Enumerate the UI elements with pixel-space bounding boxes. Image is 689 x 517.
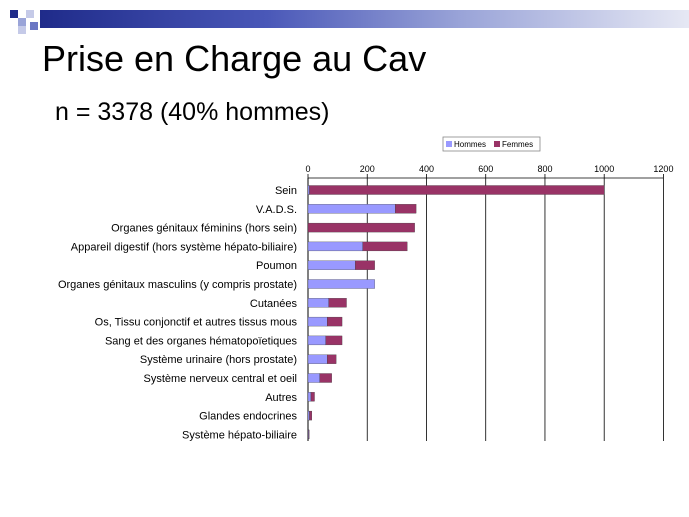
bar-hommes <box>307 354 328 364</box>
category-label: Système urinaire (hors prostate) <box>140 354 297 366</box>
category-label: Système hépato-biliaire <box>182 429 297 441</box>
x-tick-label: 800 <box>537 164 552 174</box>
x-tick-label: 1000 <box>594 164 614 174</box>
legend-box <box>442 136 541 152</box>
category-label: Os, Tissu conjonctif et autres tissus mo… <box>95 317 298 329</box>
category-label: Appareil digestif (hors système hépato-b… <box>71 241 297 253</box>
category-label: Cutanées <box>250 298 298 310</box>
bar-hommes <box>307 316 328 327</box>
bar-femmes <box>362 241 408 252</box>
bar-hommes <box>307 204 396 214</box>
category-label: Organes génitaux féminins (hors sein) <box>111 223 297 235</box>
bar-hommes <box>307 260 356 270</box>
decor-square <box>30 22 38 30</box>
x-tick-label: 0 <box>305 164 310 174</box>
category-label: V.A.D.S. <box>256 204 297 216</box>
decor-square <box>18 18 26 26</box>
bar-hommes <box>307 279 375 289</box>
decor-square <box>26 10 34 18</box>
bar-femmes <box>308 429 310 440</box>
bar-femmes <box>395 204 417 214</box>
slide-title: Prise en Charge au Cav <box>42 38 427 79</box>
x-tick-label: 1200 <box>653 164 673 174</box>
category-label: Organes génitaux masculins (y compris pr… <box>58 279 297 291</box>
x-tick-label: 200 <box>360 164 375 174</box>
bar-hommes <box>307 410 310 421</box>
bar-femmes <box>325 335 343 346</box>
bar-hommes <box>307 298 329 308</box>
legend-swatch <box>446 141 452 147</box>
category-label: Sein <box>275 185 297 197</box>
bar-hommes <box>307 373 320 383</box>
legend-swatch <box>494 141 500 147</box>
bar-femmes <box>328 298 347 308</box>
x-tick-label: 600 <box>478 164 493 174</box>
category-label: Système nerveux central et oeil <box>144 373 297 385</box>
legend-label: Femmes <box>502 140 533 149</box>
decor-square <box>18 26 26 34</box>
bar-femmes <box>319 373 332 383</box>
category-label: Poumon <box>256 260 297 272</box>
decor-square <box>10 10 18 18</box>
bar-femmes <box>355 260 375 270</box>
bar-femmes <box>309 410 313 421</box>
bar-hommes <box>307 335 326 346</box>
category-label: Sang et des organes hématopoïetiques <box>105 335 298 347</box>
title-accent-band <box>40 10 689 28</box>
bar-hommes <box>307 185 310 195</box>
bar-femmes <box>309 185 605 195</box>
bar-femmes <box>307 222 415 233</box>
bar-femmes <box>310 392 315 402</box>
slide-subtitle: n = 3378 (40% hommes) <box>55 98 330 126</box>
category-label: Glandes endocrines <box>199 411 297 423</box>
x-tick-label: 400 <box>419 164 434 174</box>
bar-hommes <box>307 392 312 402</box>
bar-hommes <box>307 241 363 252</box>
legend-label: Hommes <box>454 140 486 149</box>
bar-femmes <box>327 316 343 327</box>
category-label: Autres <box>265 392 297 404</box>
bar-femmes <box>327 354 337 364</box>
